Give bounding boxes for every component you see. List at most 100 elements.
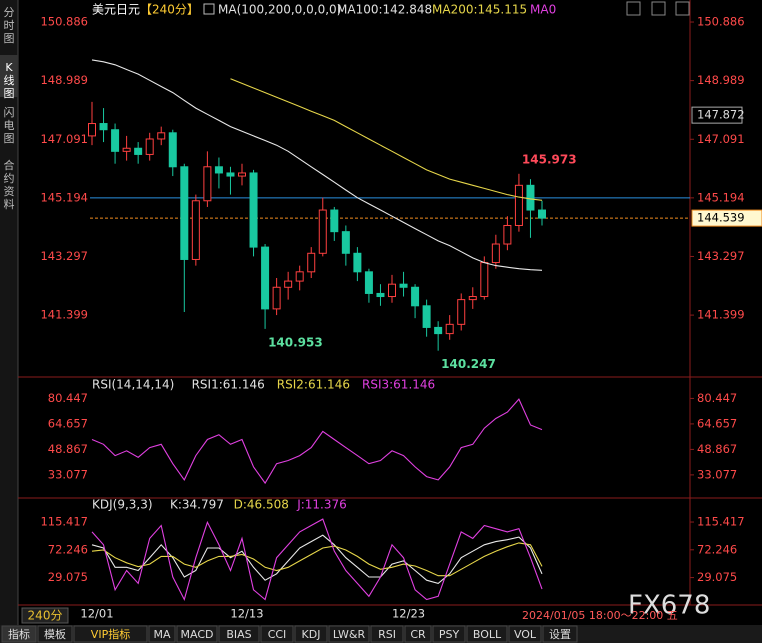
toolbar-button[interactable] bbox=[432, 625, 466, 643]
toolbar-label[interactable]: MACD bbox=[181, 628, 214, 641]
candle-body bbox=[388, 283, 396, 298]
y-tick-label: 145.194 bbox=[40, 190, 88, 204]
candle-body bbox=[295, 271, 304, 282]
toolbar-button[interactable] bbox=[176, 625, 218, 643]
cursor-price-label: 147.872 bbox=[697, 108, 745, 122]
side-tab[interactable]: 分时图 bbox=[4, 6, 15, 45]
toolbar-button[interactable] bbox=[294, 625, 328, 643]
toolbar-button[interactable] bbox=[328, 625, 370, 643]
candle-body bbox=[226, 172, 235, 177]
y-tick-label-right: 29.075 bbox=[697, 570, 737, 584]
candle-body bbox=[341, 231, 350, 254]
series-line bbox=[91, 59, 543, 271]
toolbar-button[interactable] bbox=[466, 625, 508, 643]
toolbar-label[interactable]: BIAS bbox=[226, 628, 251, 641]
y-tick-label: 64.657 bbox=[48, 416, 88, 430]
y-tick-label-right: 48.867 bbox=[697, 442, 737, 456]
candle-body bbox=[145, 138, 154, 155]
toolbar-label[interactable]: 设置 bbox=[549, 628, 571, 641]
series-line bbox=[91, 518, 543, 602]
toolbar-button[interactable] bbox=[370, 625, 404, 643]
toolbar-label[interactable]: LW&R bbox=[333, 628, 366, 641]
toolbar-label[interactable]: BOLL bbox=[473, 628, 502, 641]
window-btn[interactable] bbox=[651, 1, 666, 16]
candle-body bbox=[480, 262, 489, 298]
toolbar-label[interactable]: 指标 bbox=[8, 627, 30, 641]
candle-body bbox=[238, 172, 246, 177]
candle-body bbox=[434, 326, 443, 335]
toolbar-button[interactable] bbox=[508, 625, 542, 643]
candle-body bbox=[445, 323, 454, 335]
watermark: FX678 bbox=[628, 591, 710, 621]
window-btn[interactable] bbox=[675, 1, 690, 16]
toolbar-label[interactable]: VOL bbox=[514, 628, 537, 641]
candle-body bbox=[468, 296, 477, 301]
candle-body bbox=[364, 271, 373, 294]
ma100-readout: MA100:142.848 bbox=[337, 3, 432, 17]
y-tick-label: 33.077 bbox=[48, 467, 88, 481]
price-annotation: 140.953 bbox=[268, 335, 323, 349]
toolbar-button[interactable] bbox=[1, 625, 37, 643]
side-tab[interactable]: 闪电图 bbox=[4, 105, 15, 145]
y-tick-label: 148.989 bbox=[40, 73, 88, 87]
y-tick-label-right: 148.989 bbox=[697, 73, 745, 87]
side-tab[interactable]: K 线图 bbox=[4, 61, 15, 100]
toolbar-button[interactable] bbox=[404, 625, 432, 643]
ma-icon[interactable] bbox=[203, 3, 215, 15]
cursor-time: 2024/01/05 18:00～22:00 五 bbox=[522, 609, 678, 622]
y-tick-label: 150.886 bbox=[40, 15, 88, 29]
toolbar-label[interactable]: MA bbox=[153, 628, 170, 641]
indicator-readout: RSI2:61.146 bbox=[277, 378, 350, 392]
tab-active bbox=[0, 55, 18, 97]
toolbar-label[interactable]: VIP指标 bbox=[91, 627, 130, 641]
candle-body bbox=[122, 147, 131, 152]
toolbar-label[interactable]: CR bbox=[410, 628, 426, 641]
y-tick-label-right: 147.091 bbox=[697, 132, 745, 146]
candle-body bbox=[422, 305, 431, 328]
y-tick-label-right: 33.077 bbox=[697, 467, 737, 481]
candle-body bbox=[191, 200, 200, 260]
y-tick-label: 141.399 bbox=[40, 308, 88, 322]
toolbar-button[interactable] bbox=[542, 625, 578, 643]
toolbar-button[interactable] bbox=[218, 625, 260, 643]
indicator-readout: D:46.508 bbox=[234, 498, 289, 512]
candle-body bbox=[272, 286, 281, 310]
ma0-readout: MA0 bbox=[530, 3, 556, 17]
ma200-readout: MA200:145.115 bbox=[432, 3, 527, 17]
candle-body bbox=[168, 132, 177, 168]
candle-body bbox=[203, 166, 212, 202]
toolbar-button[interactable] bbox=[73, 625, 148, 643]
window-btn[interactable] bbox=[626, 1, 641, 16]
y-tick-label-right: 145.194 bbox=[697, 190, 745, 204]
current-price-label: 144.539 bbox=[697, 211, 745, 225]
y-tick-label-right: 143.297 bbox=[697, 249, 745, 263]
indicator-readout: RSI3:61.146 bbox=[362, 378, 435, 392]
series-line bbox=[91, 398, 543, 485]
y-tick-label-right: 80.447 bbox=[697, 391, 737, 405]
price-annotation: 145.973 bbox=[522, 152, 577, 166]
toolbar-button[interactable] bbox=[37, 625, 73, 643]
period-badge: 240分 bbox=[28, 609, 63, 623]
current-price-box bbox=[691, 209, 762, 227]
symbol: 美元日元 bbox=[92, 3, 140, 17]
toolbar-button[interactable] bbox=[260, 625, 294, 643]
toolbar-button[interactable] bbox=[148, 625, 176, 643]
toolbar-label[interactable]: KDJ bbox=[302, 628, 321, 641]
toolbar-label[interactable]: CCI bbox=[268, 628, 287, 641]
y-tick-label: 72.246 bbox=[48, 542, 88, 556]
candle-body bbox=[491, 243, 500, 264]
indicator-readout: J:11.376 bbox=[296, 498, 347, 512]
candle-body bbox=[284, 280, 293, 288]
side-tab[interactable]: 合约资料 bbox=[4, 158, 15, 211]
candle-body bbox=[111, 129, 120, 152]
indicator-title: KDJ(9,3,3) bbox=[92, 498, 153, 512]
toolbar-label[interactable]: 模板 bbox=[44, 627, 66, 641]
price-annotation: 140.247 bbox=[441, 357, 496, 371]
toolbar-label[interactable]: RSI bbox=[378, 628, 396, 641]
y-tick-label-right: 115.417 bbox=[697, 515, 745, 529]
toolbar-label[interactable]: PSY bbox=[439, 628, 460, 641]
candle-body bbox=[353, 252, 362, 273]
y-tick-label-right: 64.657 bbox=[697, 416, 737, 430]
indicator-readout: RSI1:61.146 bbox=[192, 378, 265, 392]
